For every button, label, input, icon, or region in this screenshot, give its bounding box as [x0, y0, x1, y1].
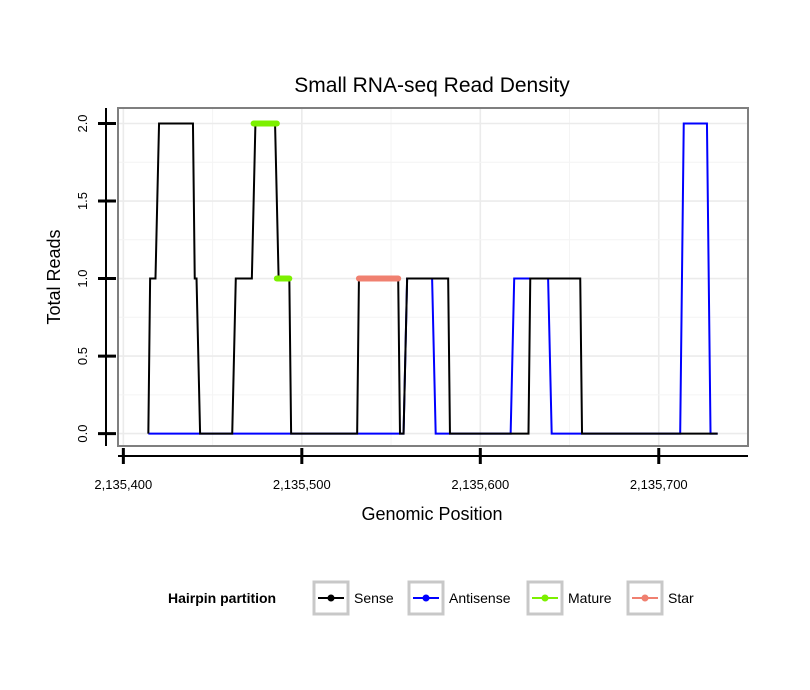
plot-border [117, 107, 749, 447]
legend: Hairpin partition Sense Antisense Mature St… [168, 580, 694, 616]
x-tick-label: 2,135,500 [273, 477, 331, 492]
legend-key-dot-sense [327, 594, 335, 602]
y-axis-title: Total Reads [44, 229, 64, 324]
axes-layer: 2,135,400 2,135,500 2,135,600 2,135,700 0.0 0… [75, 107, 749, 492]
plot-background [118, 108, 748, 446]
x-tick-label: 2,135,700 [630, 477, 688, 492]
legend-key-dot-mature [541, 594, 549, 602]
y-tick-label: 0.5 [75, 347, 90, 365]
plot-panel [118, 108, 748, 446]
legend-title: Hairpin partition [168, 590, 276, 606]
y-tick-label: 2.0 [75, 114, 90, 132]
x-tick-label: 2,135,600 [451, 477, 509, 492]
x-tick-label: 2,135,400 [94, 477, 152, 492]
chart-title: Small RNA-seq Read Density [294, 74, 570, 97]
series-sense-line [147, 122, 718, 435]
series-layer [147, 120, 718, 435]
y-tick-label: 0.0 [75, 425, 90, 443]
legend-label-sense: Sense [354, 590, 394, 606]
x-axis-title: Genomic Position [361, 504, 502, 524]
y-tick-label: 1.5 [75, 192, 90, 210]
legend-key-dot-star [641, 594, 649, 602]
legend-label-mature: Mature [568, 590, 612, 606]
legend-key-dot-antisense [422, 594, 430, 602]
legend-label-antisense: Antisense [449, 590, 511, 606]
legend-label-star: Star [668, 590, 694, 606]
y-tick-label: 1.0 [75, 270, 90, 288]
